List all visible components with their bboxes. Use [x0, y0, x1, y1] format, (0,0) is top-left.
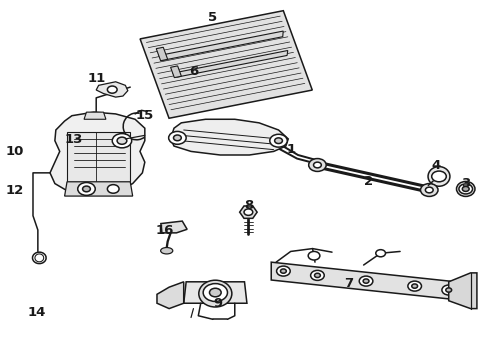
Circle shape: [107, 185, 119, 193]
Polygon shape: [271, 262, 455, 300]
Polygon shape: [161, 221, 187, 233]
Polygon shape: [96, 82, 127, 97]
Circle shape: [363, 279, 368, 283]
Circle shape: [117, 137, 126, 144]
Circle shape: [168, 131, 186, 144]
Polygon shape: [183, 282, 246, 303]
Circle shape: [203, 284, 227, 301]
Circle shape: [307, 251, 319, 260]
Circle shape: [209, 288, 221, 297]
Polygon shape: [170, 66, 181, 78]
Circle shape: [431, 171, 446, 182]
Ellipse shape: [427, 167, 449, 186]
Circle shape: [314, 273, 320, 278]
Text: 12: 12: [6, 184, 24, 197]
Circle shape: [276, 266, 289, 276]
Circle shape: [313, 162, 321, 168]
Text: 3: 3: [460, 177, 469, 190]
Text: 13: 13: [64, 134, 82, 147]
Text: 16: 16: [155, 224, 173, 237]
Circle shape: [441, 285, 455, 295]
Text: 4: 4: [431, 159, 440, 172]
Circle shape: [375, 249, 385, 257]
Polygon shape: [159, 31, 283, 60]
Circle shape: [78, 183, 95, 195]
Text: 6: 6: [188, 64, 198, 77]
Polygon shape: [50, 112, 144, 194]
Polygon shape: [156, 47, 167, 61]
Polygon shape: [157, 282, 183, 309]
Ellipse shape: [199, 280, 231, 307]
Circle shape: [82, 186, 90, 192]
Polygon shape: [448, 273, 476, 309]
Text: 10: 10: [6, 145, 24, 158]
Text: 5: 5: [208, 11, 217, 24]
Polygon shape: [67, 132, 130, 184]
Circle shape: [359, 276, 372, 286]
Polygon shape: [170, 119, 287, 155]
Text: 9: 9: [213, 297, 222, 310]
Polygon shape: [64, 182, 132, 196]
Polygon shape: [172, 50, 287, 77]
Circle shape: [445, 288, 451, 292]
Polygon shape: [239, 206, 257, 218]
Polygon shape: [84, 112, 106, 119]
Circle shape: [274, 138, 282, 144]
Text: 2: 2: [363, 175, 372, 188]
Circle shape: [458, 184, 471, 194]
Circle shape: [308, 158, 325, 171]
Ellipse shape: [456, 181, 474, 197]
Circle shape: [310, 270, 324, 280]
Circle shape: [280, 269, 286, 273]
Circle shape: [407, 281, 421, 291]
Text: 15: 15: [136, 109, 154, 122]
Circle shape: [461, 186, 468, 192]
Text: 1: 1: [285, 143, 295, 156]
Circle shape: [269, 134, 287, 147]
Circle shape: [420, 184, 437, 197]
Text: 14: 14: [27, 306, 45, 319]
Circle shape: [107, 86, 117, 93]
Circle shape: [425, 187, 432, 193]
Polygon shape: [140, 11, 312, 118]
Circle shape: [411, 284, 417, 288]
Ellipse shape: [160, 248, 172, 254]
Circle shape: [244, 209, 252, 215]
Text: 8: 8: [244, 198, 253, 212]
Circle shape: [173, 135, 181, 141]
Text: 7: 7: [344, 277, 353, 290]
Text: 11: 11: [87, 72, 105, 85]
Circle shape: [112, 134, 131, 148]
